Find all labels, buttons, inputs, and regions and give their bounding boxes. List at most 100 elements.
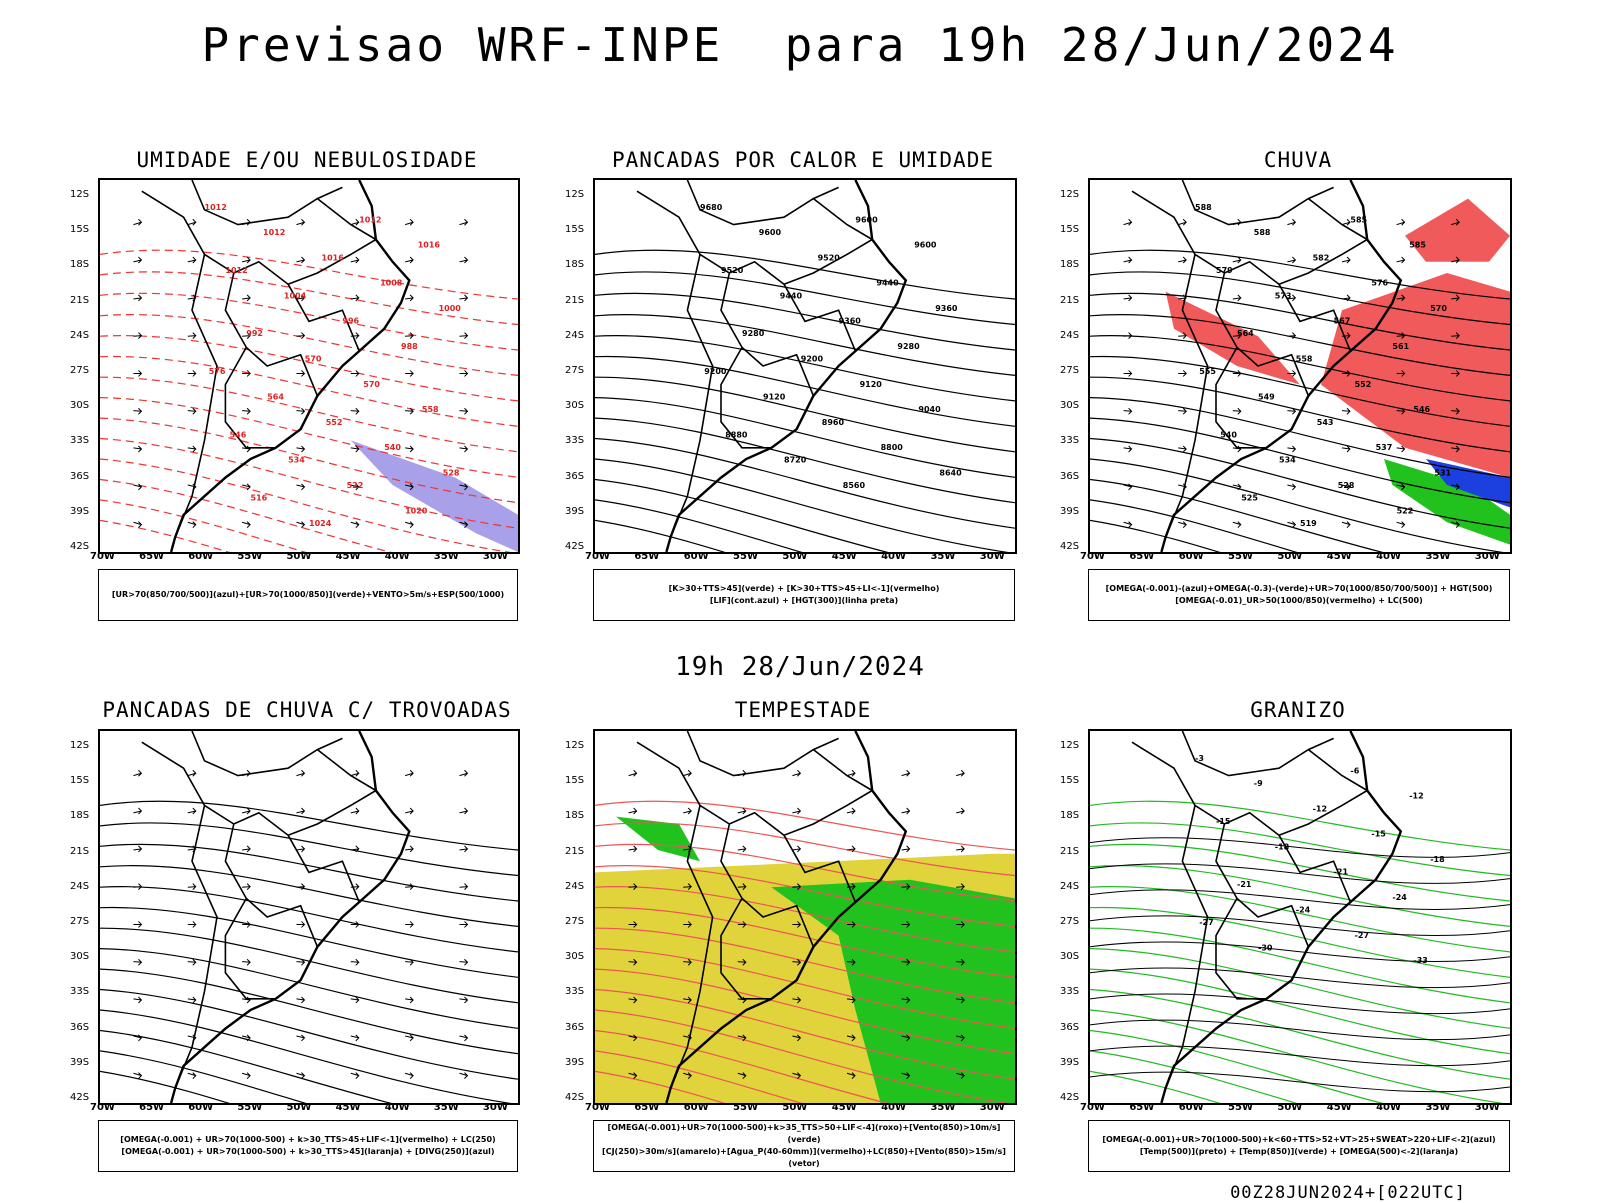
wind-arrow: [1232, 370, 1242, 377]
wind-arrow: [133, 883, 143, 890]
wind-arrow: [350, 407, 360, 415]
contour-label: 9600: [759, 228, 782, 237]
wind-arrow: [1123, 483, 1133, 491]
wind-arrow: [1396, 218, 1406, 226]
wind-arrow: [1396, 445, 1406, 453]
lon-tick-label: 70W: [90, 1102, 115, 1113]
wind-arrow: [1178, 256, 1187, 264]
wind-arrow: [296, 294, 306, 302]
lat-tick-label: 33S: [70, 986, 90, 998]
contour-label: 9200: [801, 355, 824, 364]
wind-arrow: [1178, 218, 1187, 226]
contour-label: -9: [1254, 779, 1263, 788]
lat-tick-label: 30S: [565, 400, 585, 412]
wind-arrow: [296, 1034, 306, 1042]
contour-label: 1020: [405, 506, 428, 515]
wind-arrow: [242, 332, 251, 339]
contour-label: 8560: [843, 481, 866, 490]
panel-title-tempestade: TEMPESTADE: [734, 698, 872, 722]
country-border: [224, 272, 319, 397]
lat-tick-label: 12S: [1060, 740, 1080, 751]
map-canvas-chuva: 588 585 588 585 582 579 576 573 570 567 564 561 558 5…: [1090, 180, 1510, 552]
contour-line: [595, 843, 1015, 902]
wind-arrow: [1287, 407, 1297, 415]
wind-arrow: [1396, 370, 1406, 377]
wind-arrow: [1287, 256, 1297, 264]
lon-tick-label: 70W: [585, 551, 610, 562]
wind-arrow: [683, 996, 692, 1004]
wind-arrow: [737, 958, 747, 966]
contour-label: 528: [443, 468, 460, 477]
wind-arrow: [956, 996, 965, 1004]
wind-arrow: [350, 218, 360, 226]
wind-arrow: [459, 445, 469, 453]
contour-label: -27: [1355, 931, 1369, 940]
legend-line: [OMEGA(-0.001)-(azul)+OMEGA(-0.3)-(verde…: [1105, 584, 1493, 593]
wind-arrow: [792, 996, 802, 1004]
map-trovoadas: [98, 729, 520, 1105]
wind-arrow: [956, 769, 965, 777]
temp500-contour: [1090, 863, 1510, 884]
lat-tick-label: 36S: [1060, 470, 1080, 482]
contour-line: [1090, 478, 1384, 552]
country-border: [1307, 748, 1368, 792]
wind-arrow: [133, 370, 143, 377]
contour-line: [595, 499, 803, 552]
wind-arrow: [1232, 407, 1242, 415]
wind-arrow: [683, 769, 692, 777]
contour-line: [1090, 886, 1510, 953]
contour-line: [595, 376, 1015, 453]
wind-arrow: [242, 845, 251, 853]
country-border: [224, 347, 276, 449]
contour-line: [100, 886, 518, 953]
wind-arrow: [1396, 483, 1406, 491]
wind-arrow: [628, 769, 638, 777]
wind-arrow: [628, 845, 638, 853]
wind-arrow: [459, 370, 469, 377]
legend-line: [OMEGA(-0.001) + UR>70(1000-500) + k>30_…: [120, 1135, 496, 1144]
contour-label: 9440: [876, 279, 899, 288]
wind-arrow: [459, 294, 469, 302]
lat-tick-label: 27S: [565, 916, 585, 927]
wind-arrow: [1232, 483, 1242, 491]
wind-arrow: [792, 769, 802, 777]
contour-line: [595, 458, 1009, 552]
country-border: [686, 180, 839, 226]
wind-arrow: [187, 407, 197, 415]
map-chuva: 588 585 588 585 582 579 576 573 570 567 564 561 558 5…: [1088, 178, 1512, 554]
contour-line: [595, 865, 1015, 927]
wind-arrow: [296, 218, 306, 226]
wind-arrow: [628, 958, 638, 966]
country-border: [720, 898, 772, 1000]
contour-line: [1090, 437, 1510, 529]
wind-arrow: [296, 370, 306, 377]
legend-trovoadas: [OMEGA(-0.001) + UR>70(1000-500) + k>30_…: [98, 1120, 518, 1172]
contour-label: 576: [1371, 279, 1388, 288]
lon-tick-label: 50W: [782, 551, 808, 562]
contour-label: 9040: [918, 405, 941, 414]
lon-tick-label: 70W: [1080, 1102, 1105, 1113]
contour-label: 522: [347, 481, 364, 490]
contour-label: 1016: [418, 241, 441, 250]
legend-chuva: [OMEGA(-0.001)-(azul)+OMEGA(-0.3)-(verde…: [1088, 569, 1510, 621]
wind-arrow: [296, 996, 306, 1004]
contour-line: [595, 1029, 889, 1103]
lat-tick-label: 15S: [1060, 775, 1080, 787]
lon-tick-label: 30W: [1474, 551, 1500, 562]
country-border: [812, 197, 873, 241]
wind-arrow: [1341, 218, 1351, 226]
wind-arrow: [350, 883, 360, 890]
contour-label: 588: [1254, 228, 1271, 237]
wind-arrow: [459, 483, 469, 491]
contour-label: -18: [1275, 842, 1290, 851]
wind-arrow: [1287, 370, 1297, 377]
contour-label: -6: [1350, 766, 1359, 775]
contour-label: 9600: [914, 241, 937, 250]
wind-arrow: [133, 996, 143, 1004]
map-canvas-trovoadas: [100, 731, 518, 1103]
lat-tick-label: 18S: [70, 810, 90, 822]
country-border: [1215, 823, 1310, 948]
legend-line: [LIF](cont.azul) + [HGT(300)](linha pret…: [709, 596, 899, 605]
map-canvas-tempestade: [595, 731, 1015, 1103]
lat-tick-label: 30S: [70, 400, 90, 412]
